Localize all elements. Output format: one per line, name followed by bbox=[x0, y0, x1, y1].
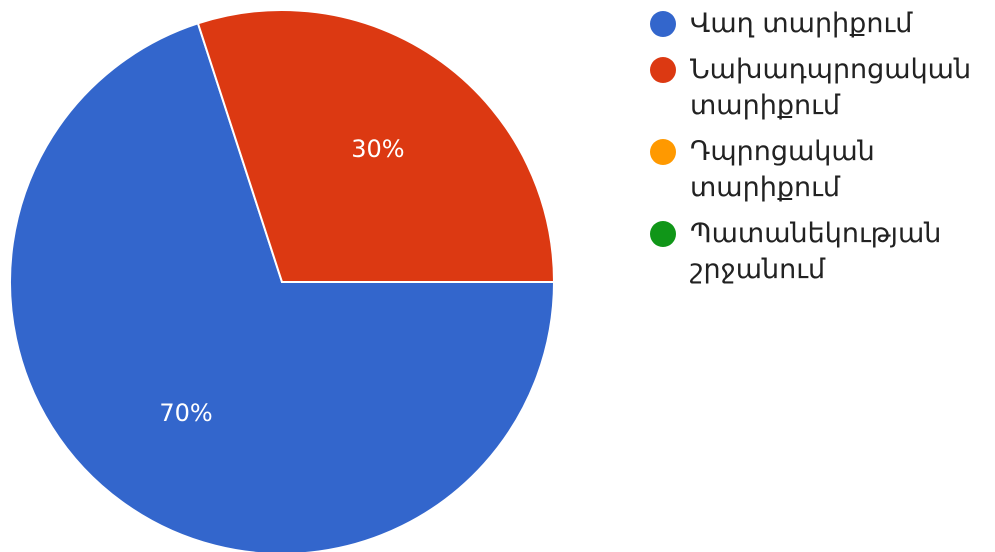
legend-item-adolescence[interactable]: Պատանեկության շրջանում bbox=[648, 216, 988, 288]
legend-dot-school-age bbox=[650, 139, 676, 165]
legend-item-early-age[interactable]: Վաղ տարիքում bbox=[648, 6, 988, 42]
pie-chart: 70% 30% bbox=[9, 9, 556, 552]
slice-label-preschool-age: 30% bbox=[351, 135, 404, 163]
slice-label-early-age: 70% bbox=[159, 399, 212, 427]
pie-slice-preschool-age[interactable] bbox=[196, 9, 556, 283]
legend-item-school-age[interactable]: Դպրոցական տարիքում bbox=[648, 134, 988, 206]
legend: Վաղ տարիքում Նախադպրոցական տարիքում Դպրոց… bbox=[648, 6, 988, 298]
legend-label-preschool-age: Նախադպրոցական տարիքում bbox=[690, 54, 972, 121]
legend-label-early-age: Վաղ տարիքում bbox=[690, 8, 913, 39]
legend-dot-early-age bbox=[650, 11, 676, 37]
legend-label-adolescence: Պատանեկության շրջանում bbox=[690, 218, 942, 285]
legend-item-preschool-age[interactable]: Նախադպրոցական տարիքում bbox=[648, 52, 988, 124]
pie-slice-early-age[interactable] bbox=[9, 22, 556, 552]
legend-label-school-age: Դպրոցական տարիքում bbox=[690, 136, 875, 203]
legend-dot-adolescence bbox=[650, 221, 676, 247]
legend-dot-preschool-age bbox=[650, 57, 676, 83]
